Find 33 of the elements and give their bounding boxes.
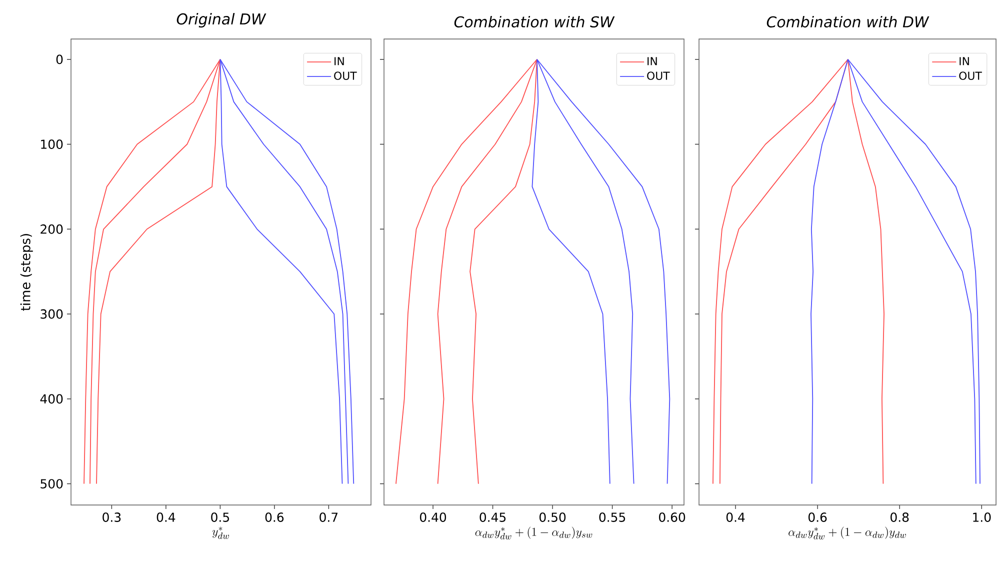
x-tick-label: 0.60 — [659, 512, 686, 522]
y-tick-label: 300 — [40, 309, 63, 319]
legend-label: OUT — [959, 72, 982, 80]
x-axis-title: $\alpha_{dw}y^*_{dw}+(1-\alpha_{dw})y_{sw}$ — [475, 526, 592, 540]
x-tick-label: 1.0 — [973, 512, 991, 522]
x-tick-label: 0.8 — [890, 512, 909, 522]
y-tick-label: 100 — [41, 140, 63, 149]
legend-label: IN — [960, 57, 969, 66]
x-axis-title: $y^*_{dw}$ — [212, 526, 229, 539]
legend-label: IN — [648, 57, 657, 66]
x-tick-label: 0.50 — [540, 512, 566, 522]
x-tick-label: 0.4 — [726, 512, 745, 522]
y-tick-label: 200 — [40, 224, 63, 234]
legend-label: IN — [334, 57, 344, 66]
x-tick-label: 0.3 — [102, 512, 121, 522]
x-tick-label: 0.45 — [480, 512, 506, 522]
chart-title: Combination with DW — [766, 16, 930, 28]
y-tick-label: 0 — [56, 54, 63, 64]
y-tick-label: 400 — [40, 394, 63, 404]
x-axis-title: $\alpha_{dw}y^*_{dw}+(1-\alpha_{dw})y_{dw}$ — [788, 526, 906, 540]
x-tick-label: 0.6 — [808, 512, 827, 522]
x-tick-label: 0.5 — [211, 512, 229, 522]
chart-title: Original DW — [176, 13, 266, 28]
x-tick-label: 0.55 — [599, 512, 626, 522]
legend-label: OUT — [647, 72, 670, 80]
x-tick-label: 0.4 — [156, 512, 176, 522]
x-tick-label: 0.40 — [420, 512, 446, 522]
legend-label: OUT — [334, 72, 357, 80]
x-tick-label: 0.7 — [320, 512, 338, 522]
x-tick-label: 0.6 — [265, 512, 284, 522]
chart-title: Combination with SW — [454, 16, 615, 28]
y-axis-title: time (steps) — [20, 234, 33, 311]
y-tick-label: 500 — [40, 479, 63, 488]
